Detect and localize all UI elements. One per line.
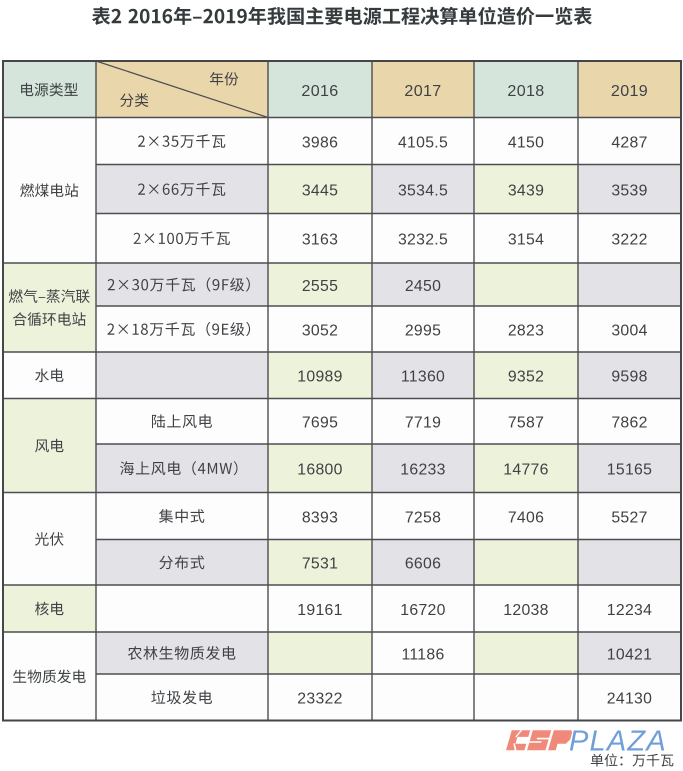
svg-text:11360: 11360: [401, 369, 445, 386]
svg-text:10421: 10421: [607, 646, 652, 663]
svg-text:7719: 7719: [405, 415, 441, 432]
svg-text:3445: 3445: [302, 182, 338, 199]
svg-text:23322: 23322: [297, 691, 342, 708]
svg-text:15165: 15165: [607, 462, 652, 479]
svg-text:2995: 2995: [405, 322, 441, 339]
svg-text:24130: 24130: [607, 691, 652, 708]
svg-text:19161: 19161: [297, 602, 342, 619]
svg-text:4287: 4287: [611, 134, 647, 151]
svg-text:2016: 2016: [301, 82, 338, 100]
svg-text:16233: 16233: [400, 462, 445, 479]
svg-text:7531: 7531: [302, 556, 338, 573]
svg-text:7258: 7258: [405, 509, 441, 526]
svg-text:3163: 3163: [302, 232, 338, 249]
svg-text:2823: 2823: [508, 322, 544, 339]
svg-text:3986: 3986: [302, 134, 338, 151]
svg-text:PLAZA: PLAZA: [569, 726, 667, 758]
svg-text:3439: 3439: [508, 182, 544, 199]
svg-text:4105.5: 4105.5: [398, 134, 448, 151]
svg-text:2018: 2018: [507, 82, 544, 100]
svg-text:11186: 11186: [401, 646, 444, 663]
svg-text:3222: 3222: [611, 232, 647, 249]
svg-text:10989: 10989: [297, 369, 342, 386]
svg-text:3232.5: 3232.5: [398, 232, 448, 249]
svg-text:2019: 2019: [611, 82, 648, 100]
svg-text:6606: 6606: [405, 556, 441, 573]
svg-text:2450: 2450: [405, 278, 441, 295]
svg-text:7587: 7587: [508, 415, 544, 432]
svg-text:7695: 7695: [302, 415, 338, 432]
svg-text:12234: 12234: [607, 602, 652, 619]
svg-text:12038: 12038: [503, 602, 548, 619]
svg-text:2555: 2555: [302, 278, 338, 295]
svg-text:3534.5: 3534.5: [398, 182, 448, 199]
svg-text:4150: 4150: [508, 134, 544, 151]
svg-text:3004: 3004: [611, 322, 647, 339]
svg-text:8393: 8393: [302, 509, 338, 526]
svg-text:9598: 9598: [611, 369, 647, 386]
svg-text:7862: 7862: [611, 415, 647, 432]
svg-text:14776: 14776: [503, 462, 548, 479]
svg-text:5527: 5527: [611, 509, 647, 526]
svg-text:16800: 16800: [297, 462, 342, 479]
svg-text:16720: 16720: [400, 602, 445, 619]
svg-text:7406: 7406: [508, 509, 544, 526]
svg-text:3539: 3539: [611, 182, 647, 199]
svg-text:2017: 2017: [404, 82, 441, 100]
svg-text:3052: 3052: [302, 322, 338, 339]
svg-text:9352: 9352: [508, 369, 544, 386]
svg-text:3154: 3154: [508, 232, 544, 249]
